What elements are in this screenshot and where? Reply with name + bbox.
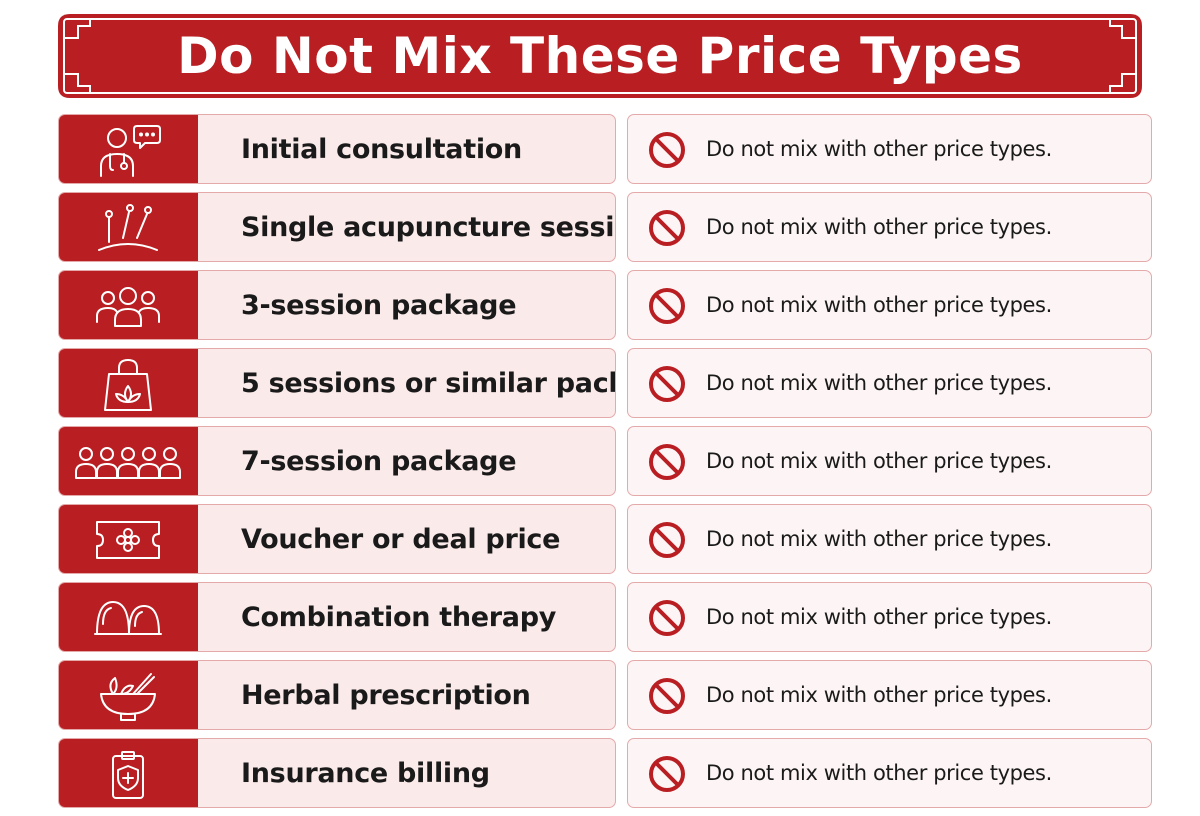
prohibited-icon	[649, 522, 685, 558]
warning-card: Do not mix with other price types.	[627, 114, 1152, 184]
prohibited-icon	[649, 288, 685, 324]
title-banner: Do Not Mix These Price Types	[56, 12, 1144, 100]
price-type-card: 3-session package	[58, 270, 616, 340]
warning-text: Do not mix with other price types.	[706, 449, 1052, 473]
warning-card: Do not mix with other price types.	[627, 504, 1152, 574]
warning-card: Do not mix with other price types.	[627, 270, 1152, 340]
warning-text: Do not mix with other price types.	[706, 137, 1052, 161]
price-type-card: Insurance billing	[58, 738, 616, 808]
icon-panel	[59, 505, 198, 573]
warning-card: Do not mix with other price types.	[627, 738, 1152, 808]
price-type-card: 5 sessions or similar package	[58, 348, 616, 418]
list-item: 7-session package Do not mix with other …	[58, 426, 1152, 498]
icon-panel	[59, 661, 198, 729]
price-type-label: 5 sessions or similar package	[241, 367, 615, 399]
price-type-card: Combination therapy	[58, 582, 616, 652]
price-type-label: Initial consultation	[241, 133, 522, 165]
list-item: Voucher or deal price Do not mix with ot…	[58, 504, 1152, 576]
list-item: 3-session package Do not mix with other …	[58, 270, 1152, 342]
list-item: Single acupuncture session Do not mix wi…	[58, 192, 1152, 264]
price-type-list: Initial consultation Do not mix with oth…	[58, 114, 1152, 816]
warning-card: Do not mix with other price types.	[627, 582, 1152, 652]
warning-card: Do not mix with other price types.	[627, 192, 1152, 262]
prohibited-icon	[649, 600, 685, 636]
warning-text: Do not mix with other price types.	[706, 605, 1052, 629]
prohibited-icon	[649, 756, 685, 792]
prohibited-icon	[649, 132, 685, 168]
list-item: Initial consultation Do not mix with oth…	[58, 114, 1152, 186]
price-type-card: Single acupuncture session	[58, 192, 616, 262]
three-people-icon	[96, 287, 160, 327]
warning-text: Do not mix with other price types.	[706, 215, 1052, 239]
warning-text: Do not mix with other price types.	[706, 527, 1052, 551]
list-item: Insurance billing Do not mix with other …	[58, 738, 1152, 810]
price-type-card: Voucher or deal price	[58, 504, 616, 574]
insurance-clipboard-icon	[112, 751, 144, 799]
list-item: Herbal prescription Do not mix with othe…	[58, 660, 1152, 732]
voucher-ticket-icon	[96, 521, 160, 559]
price-type-label: Single acupuncture session	[241, 211, 616, 243]
banner-frame	[58, 14, 1142, 98]
price-type-card: 7-session package	[58, 426, 616, 496]
list-item: 5 sessions or similar package Do not mix…	[58, 348, 1152, 420]
doctor-consultation-icon	[100, 125, 161, 177]
page-title: Do Not Mix These Price Types	[177, 27, 1023, 85]
prohibited-icon	[649, 444, 685, 480]
price-type-card: Herbal prescription	[58, 660, 616, 730]
warning-text: Do not mix with other price types.	[706, 683, 1052, 707]
price-type-label: Herbal prescription	[241, 679, 531, 711]
icon-panel	[59, 583, 198, 651]
shopping-bag-lotus-icon	[104, 359, 152, 411]
prohibited-icon	[649, 366, 685, 402]
price-type-card: Initial consultation	[58, 114, 616, 184]
warning-text: Do not mix with other price types.	[706, 371, 1052, 395]
warning-card: Do not mix with other price types.	[627, 426, 1152, 496]
icon-panel	[59, 193, 198, 261]
warning-card: Do not mix with other price types.	[627, 660, 1152, 730]
warning-text: Do not mix with other price types.	[706, 293, 1052, 317]
price-type-label: 7-session package	[241, 445, 517, 477]
prohibited-icon	[649, 678, 685, 714]
five-people-icon	[75, 447, 181, 479]
price-type-label: Combination therapy	[241, 601, 557, 633]
icon-panel	[59, 427, 198, 495]
cupping-glasses-icon	[94, 601, 162, 635]
warning-card: Do not mix with other price types.	[627, 348, 1152, 418]
mortar-pestle-icon	[100, 673, 156, 721]
icon-panel	[59, 115, 198, 183]
icon-panel	[59, 349, 198, 417]
icon-panel	[59, 739, 198, 807]
acupuncture-needles-icon	[98, 204, 158, 251]
icon-panel	[59, 271, 198, 339]
price-type-label: Voucher or deal price	[241, 523, 561, 555]
list-item: Combination therapy Do not mix with othe…	[58, 582, 1152, 654]
warning-text: Do not mix with other price types.	[706, 761, 1052, 785]
price-type-label: Insurance billing	[241, 757, 490, 789]
price-type-label: 3-session package	[241, 289, 517, 321]
prohibited-icon	[649, 210, 685, 246]
